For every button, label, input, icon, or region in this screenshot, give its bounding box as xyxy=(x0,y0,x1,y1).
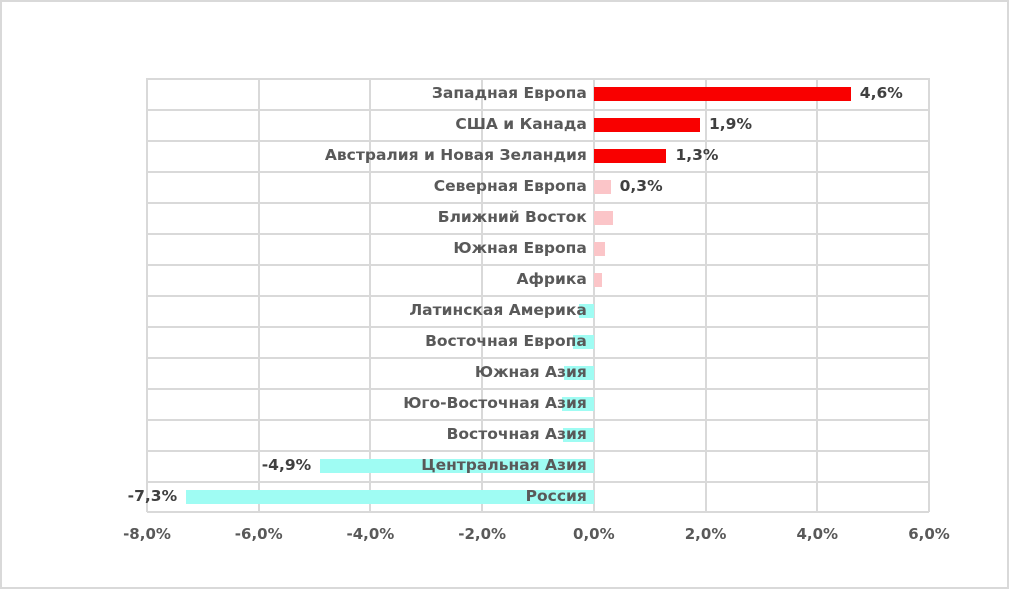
h-gridline xyxy=(147,295,929,297)
bar xyxy=(320,458,594,473)
data-label: -4,9% xyxy=(261,456,312,474)
category-label: Африка xyxy=(516,270,587,288)
data-label: -7,3% xyxy=(127,487,178,505)
h-gridline xyxy=(147,419,929,421)
category-label: Восточная Азия xyxy=(446,425,587,443)
data-label: 4,6% xyxy=(859,84,903,102)
category-label: Латинская Америка xyxy=(409,301,587,319)
bar xyxy=(593,241,605,256)
category-label: Австралия и Новая Зеландия xyxy=(324,146,587,164)
h-gridline xyxy=(147,357,929,359)
h-gridline xyxy=(147,233,929,235)
category-label: Западная Европа xyxy=(431,84,587,102)
bar xyxy=(593,210,614,225)
x-tick-label: 0,0% xyxy=(573,525,615,543)
h-gridline xyxy=(147,171,929,173)
h-gridline xyxy=(147,326,929,328)
bar xyxy=(593,117,700,132)
category-label: Южная Азия xyxy=(474,363,587,381)
x-tick-label: 2,0% xyxy=(684,525,727,543)
x-tick-label: -2,0% xyxy=(458,525,507,543)
data-label: 1,3% xyxy=(675,146,719,164)
category-label: США и Канада xyxy=(455,115,587,133)
x-tick-label: 4,0% xyxy=(796,525,839,543)
data-label: 1,9% xyxy=(708,115,752,133)
bar xyxy=(593,179,611,194)
category-label: Восточная Европа xyxy=(425,332,587,350)
h-gridline xyxy=(147,140,929,142)
x-tick-label: 6,0% xyxy=(908,525,950,543)
h-gridline xyxy=(147,388,929,390)
x-tick-label: -6,0% xyxy=(234,525,283,543)
bar xyxy=(563,427,594,442)
plot-area xyxy=(146,78,930,513)
h-gridline xyxy=(147,264,929,266)
category-label: Северная Европа xyxy=(433,177,587,195)
bar xyxy=(562,396,594,411)
x-tick-label: -8,0% xyxy=(123,525,171,543)
category-label: Ближний Восток xyxy=(437,208,587,226)
category-label: Юго-Восточная Азия xyxy=(403,394,587,412)
bar xyxy=(593,148,667,163)
h-gridline xyxy=(147,109,929,111)
bar xyxy=(573,334,594,349)
category-label: Россия xyxy=(525,487,587,505)
h-gridline xyxy=(147,450,929,452)
h-gridline xyxy=(147,202,929,204)
bar xyxy=(593,272,603,287)
bar xyxy=(593,86,851,101)
v-gridline xyxy=(928,78,930,512)
category-label: Центральная Азия xyxy=(421,456,587,474)
bar xyxy=(578,303,594,318)
x-tick-label: -4,0% xyxy=(346,525,395,543)
h-gridline xyxy=(147,481,929,483)
h-gridline xyxy=(147,78,929,80)
category-label: Южная Европа xyxy=(453,239,587,257)
bar xyxy=(564,365,594,380)
data-label: 0,3% xyxy=(619,177,663,195)
h-gridline xyxy=(147,511,929,513)
bar xyxy=(186,489,594,504)
